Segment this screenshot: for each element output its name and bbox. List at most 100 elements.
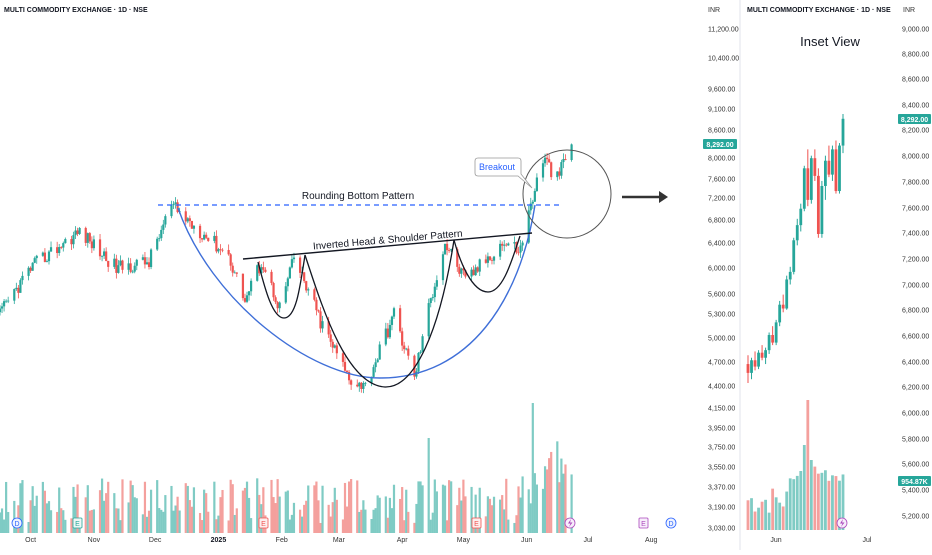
candle-body[interactable]	[64, 239, 67, 244]
candle-body[interactable]	[345, 370, 349, 373]
candle-body[interactable]	[121, 260, 124, 270]
candle-body[interactable]	[60, 247, 63, 248]
candle-body[interactable]	[445, 243, 449, 251]
breakout-callout[interactable]	[474, 157, 533, 189]
candle-body[interactable]	[517, 252, 520, 254]
candle-body[interactable]	[49, 247, 53, 252]
candle-body[interactable]	[21, 275, 24, 281]
candle-body[interactable]	[546, 157, 549, 160]
candle-body[interactable]	[270, 271, 273, 283]
candle-body[interactable]	[188, 218, 191, 221]
candle-body[interactable]	[147, 262, 151, 268]
candle-body[interactable]	[7, 300, 10, 302]
candle-body[interactable]	[74, 230, 77, 236]
inset-candle-body[interactable]	[802, 168, 806, 209]
inset-candle-body[interactable]	[771, 335, 775, 343]
candle-body[interactable]	[384, 328, 387, 345]
candle-body[interactable]	[507, 243, 510, 246]
candle-body[interactable]	[113, 258, 116, 267]
candle-body[interactable]	[458, 266, 461, 274]
inset-candle-body[interactable]	[816, 175, 820, 234]
candle-body[interactable]	[58, 247, 61, 254]
candle-body[interactable]	[490, 259, 494, 261]
candle-body[interactable]	[562, 159, 565, 163]
candle-body[interactable]	[86, 233, 89, 243]
candle-body[interactable]	[207, 237, 210, 241]
candle-body[interactable]	[548, 159, 551, 163]
head-curve[interactable]	[304, 239, 455, 388]
candle-body[interactable]	[484, 259, 487, 263]
candle-body[interactable]	[176, 202, 179, 213]
candle-body[interactable]	[117, 265, 120, 273]
candle-body[interactable]	[472, 269, 475, 276]
left-shoulder-curve[interactable]	[257, 254, 306, 319]
candle-body[interactable]	[535, 177, 538, 191]
candle-body[interactable]	[360, 382, 363, 389]
candle-body[interactable]	[343, 361, 347, 371]
rounding-bottom-curve[interactable]	[177, 204, 536, 379]
candle-body[interactable]	[201, 238, 204, 240]
candle-body[interactable]	[486, 256, 489, 263]
candle-body[interactable]	[17, 287, 20, 293]
candle-body[interactable]	[62, 243, 65, 248]
candle-body[interactable]	[72, 235, 75, 245]
candle-body[interactable]	[329, 334, 332, 342]
candle-body[interactable]	[105, 251, 108, 261]
earnings-marker-icon[interactable]	[72, 517, 83, 529]
candle-body[interactable]	[229, 254, 232, 266]
candle-body[interactable]	[127, 263, 130, 270]
dividend-marker-icon[interactable]	[665, 517, 677, 529]
candle-body[interactable]	[2, 301, 6, 307]
candle-body[interactable]	[213, 235, 216, 241]
candle-body[interactable]	[219, 249, 222, 251]
candle-body[interactable]	[358, 382, 361, 387]
breakout-circle[interactable]	[522, 149, 612, 239]
candle-body[interactable]	[405, 348, 408, 350]
candle-body[interactable]	[331, 341, 334, 348]
candle-body[interactable]	[215, 235, 218, 252]
candle-body[interactable]	[205, 234, 208, 238]
candle-body[interactable]	[527, 210, 530, 243]
candle-body[interactable]	[107, 260, 110, 267]
candle-body[interactable]	[115, 258, 118, 273]
candle-body[interactable]	[450, 249, 453, 251]
candle-body[interactable]	[564, 159, 567, 161]
inset-candle-body[interactable]	[750, 360, 753, 373]
candle-body[interactable]	[276, 302, 279, 309]
candle-body[interactable]	[198, 225, 202, 239]
candle-body[interactable]	[448, 250, 451, 251]
candle-body[interactable]	[149, 249, 153, 268]
inset-candle-body[interactable]	[757, 352, 760, 367]
candle-body[interactable]	[0, 308, 2, 313]
candle-body[interactable]	[529, 203, 532, 211]
candle-body[interactable]	[245, 295, 249, 302]
candle-body[interactable]	[143, 257, 147, 265]
candle-body[interactable]	[347, 372, 351, 381]
candle-body[interactable]	[378, 344, 381, 360]
candle-body[interactable]	[88, 233, 91, 242]
earnings-marker-icon[interactable]	[638, 517, 649, 529]
candle-body[interactable]	[435, 280, 438, 287]
candle-body[interactable]	[327, 321, 330, 335]
candle-body[interactable]	[247, 291, 251, 296]
candle-body[interactable]	[427, 303, 430, 337]
main-price-axis[interactable]: 11,200.00 10,400.00 9,600.00 9,100.00 8,600.…	[708, 27, 739, 533]
candle-body[interactable]	[41, 252, 44, 256]
candle-body[interactable]	[501, 243, 504, 246]
candle-body[interactable]	[456, 249, 459, 267]
candle-body[interactable]	[286, 278, 289, 287]
candle-body[interactable]	[513, 242, 516, 244]
candle-body[interactable]	[374, 362, 377, 368]
candle-body[interactable]	[421, 336, 424, 352]
inset-candle-body[interactable]	[799, 208, 803, 226]
candle-body[interactable]	[76, 230, 79, 234]
candle-body[interactable]	[503, 244, 506, 246]
inset-candle-body[interactable]	[838, 145, 841, 192]
candle-body[interactable]	[164, 216, 167, 225]
candle-body[interactable]	[543, 157, 547, 164]
candle-body[interactable]	[319, 311, 322, 329]
candle-body[interactable]	[35, 255, 38, 259]
candle-body[interactable]	[541, 163, 545, 178]
candle-body[interactable]	[129, 263, 132, 272]
inset-candle-body[interactable]	[795, 225, 799, 241]
